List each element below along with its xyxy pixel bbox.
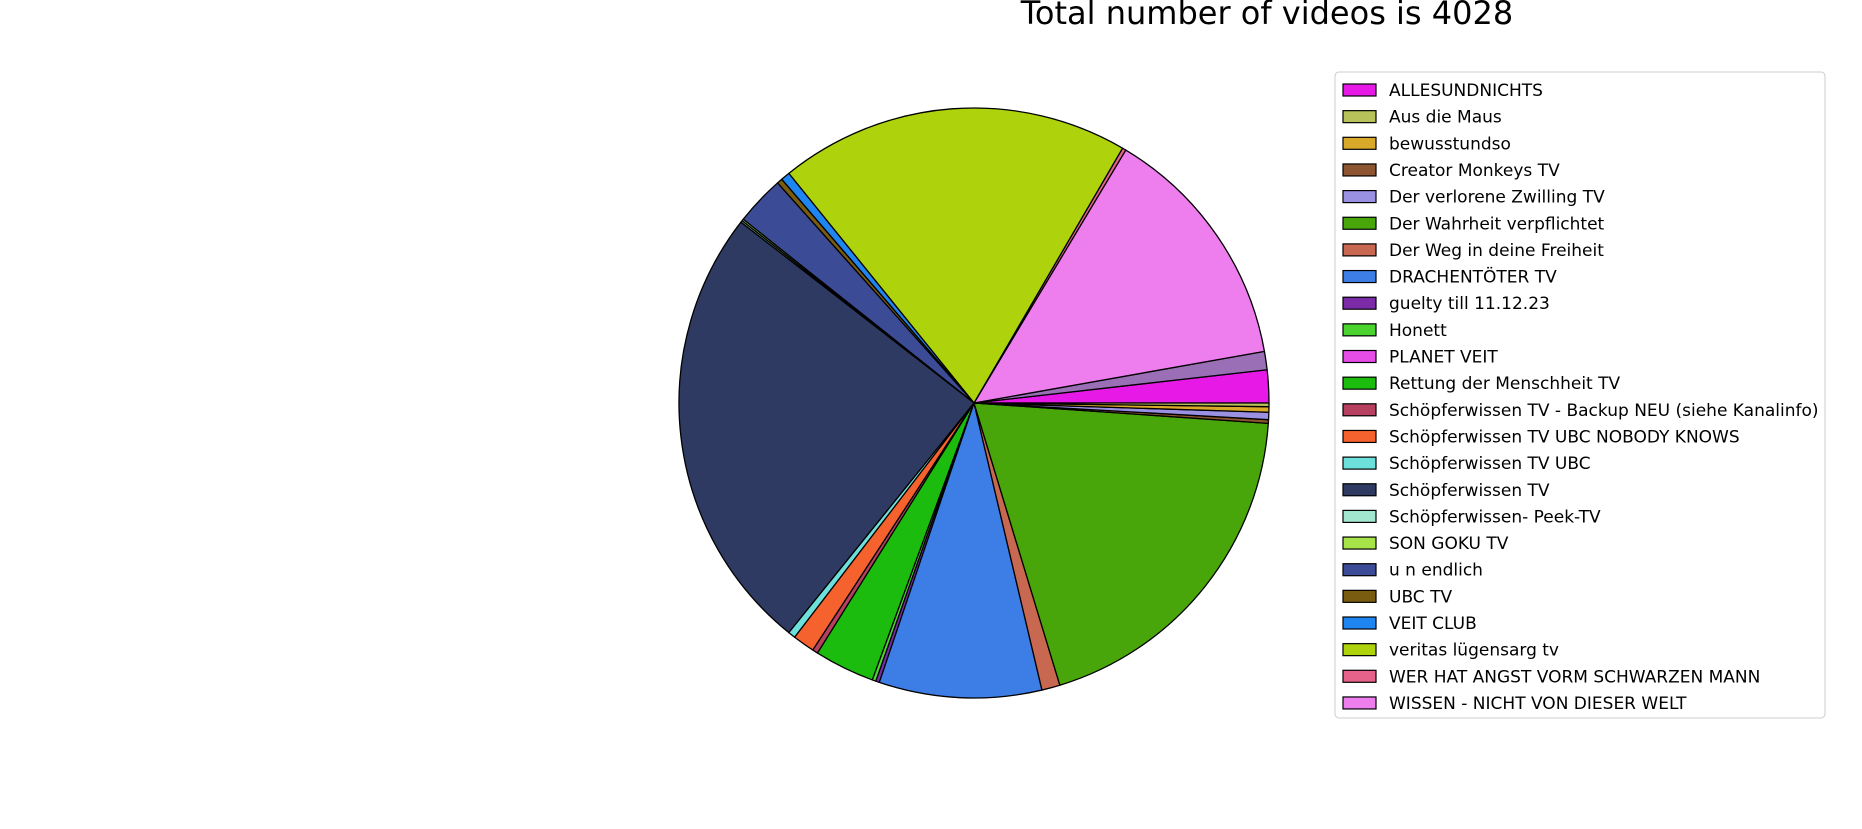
legend-label: Der verlorene Zwilling TV <box>1389 188 1605 208</box>
legend-item-son-goku-tv: SON GOKU TV <box>1342 534 1509 554</box>
legend-item-creator-monkeys-tv: Creator Monkeys TV <box>1342 161 1560 181</box>
pie-slice-schopferwissen-tv-10 <box>678 221 975 634</box>
legend-label: WER HAT ANGST VORM SCHWARZEN MANN <box>1389 667 1760 687</box>
legend-label: Schöpferwissen TV <box>1389 481 1550 501</box>
legend-item-rettung-der-menschheit-tv: Rettung der Menschheit TV <box>1342 374 1621 394</box>
legend-swatch <box>1342 589 1377 603</box>
pie-slice-wissen-nicht-von-dieser-welt-2 <box>973 149 1266 404</box>
chart-title: Total number of videos is 4028 <box>1020 0 1513 32</box>
legend-item-schopferwissen-tv-backup-neu-siehe-kanalinfo: Schöpferwissen TV - Backup NEU (siehe Ka… <box>1342 401 1819 421</box>
legend-label: ALLESUNDNICHTS <box>1389 81 1543 101</box>
legend-label: Der Weg in deine Freiheit <box>1389 241 1604 261</box>
legend-item-der-weg-in-deine-freiheit: Der Weg in deine Freiheit <box>1342 241 1604 261</box>
legend-label: Rettung der Menschheit TV <box>1389 374 1621 394</box>
pie-slices <box>678 107 1270 699</box>
pie-slice-aus-die-maus-24 <box>973 402 1270 408</box>
legend-swatch <box>1342 616 1377 630</box>
legend-swatch <box>1342 110 1377 124</box>
legend-swatch <box>1342 669 1377 683</box>
legend-swatch <box>1342 376 1377 390</box>
legend-label: veritas lügensarg tv <box>1389 641 1559 661</box>
legend-swatch <box>1342 429 1377 444</box>
legend-label: Schöpferwissen TV - Backup NEU (siehe Ka… <box>1389 401 1819 421</box>
legend-swatch <box>1342 83 1377 97</box>
legend-swatch <box>1342 349 1377 364</box>
legend-item-der-wahrheit-verpflichtet: Der Wahrheit verpflichtet <box>1342 214 1605 234</box>
legend-item-der-verlorene-zwilling-tv: Der verlorene Zwilling TV <box>1342 188 1605 208</box>
legend-swatch <box>1342 563 1377 577</box>
legend-swatch <box>1342 136 1377 150</box>
legend-item-schopferwissen-tv-ubc: Schöpferwissen TV UBC <box>1342 454 1591 474</box>
legend-item-schopferwissen-tv: Schöpferwissen TV <box>1342 481 1550 501</box>
legend-item-drachentoter-tv: DRACHENTÖTER TV <box>1342 266 1557 288</box>
legend-item-wer-hat-angst-vorm-schwarzen-mann: WER HAT ANGST VORM SCHWARZEN MANN <box>1342 667 1760 687</box>
legend-item-veit-club: VEIT CLUB <box>1342 614 1477 634</box>
legend-label: SON GOKU TV <box>1389 534 1509 554</box>
legend-item-u-n-endlich: u n endlich <box>1342 561 1483 581</box>
legend-label: Honett <box>1389 321 1447 341</box>
legend-swatch <box>1342 643 1377 657</box>
legend-item-wissen-nicht-von-dieser-welt: WISSEN - NICHT VON DIESER WELT <box>1342 694 1687 714</box>
legend-label: Schöpferwissen TV UBC NOBODY KNOWS <box>1389 427 1740 447</box>
legend-item-planet-veit: PLANET VEIT <box>1342 348 1498 368</box>
legend-swatch <box>1342 190 1377 204</box>
legend-label: WISSEN - NICHT VON DIESER WELT <box>1389 694 1687 714</box>
legend-label: Der Wahrheit verpflichtet <box>1389 214 1605 234</box>
legend-label: Schöpferwissen- Peek-TV <box>1389 507 1601 527</box>
legend-label: VEIT CLUB <box>1389 614 1477 634</box>
legend-item-veritas-lugensarg-tv: veritas lügensarg tv <box>1342 641 1559 661</box>
legend-label: Schöpferwissen TV UBC <box>1389 454 1591 474</box>
legend-label: Aus die Maus <box>1389 108 1502 128</box>
legend-label: UBC TV <box>1389 587 1452 607</box>
legend-item-honett: Honett <box>1342 321 1447 341</box>
legend-item-ubc-tv: UBC TV <box>1342 587 1452 607</box>
legend-swatch <box>1342 696 1377 710</box>
legend-swatch <box>1342 269 1377 284</box>
legend-swatch <box>1342 323 1377 337</box>
legend-swatch <box>1342 509 1377 523</box>
legend-frame <box>1334 71 1826 719</box>
legend-swatch <box>1342 456 1377 470</box>
legend-swatch <box>1342 403 1377 417</box>
pie-slice-veritas-lugensarg-tv-4 <box>788 107 1124 404</box>
legend-swatch <box>1342 536 1377 550</box>
legend-swatch <box>1342 483 1377 497</box>
legend-item-aus-die-maus: Aus die Maus <box>1342 108 1502 128</box>
legend-item-bewusstundso: bewusstundso <box>1342 134 1511 154</box>
legend-item-schopferwissen-peek-tv: Schöpferwissen- Peek-TV <box>1342 507 1601 527</box>
legend-swatch <box>1342 296 1377 310</box>
legend-label: PLANET VEIT <box>1389 348 1498 368</box>
legend-item-guelty-till-11-12-23: guelty till 11.12.23 <box>1342 294 1550 314</box>
legend-label: Creator Monkeys TV <box>1389 161 1560 181</box>
legend-swatch <box>1342 163 1377 177</box>
legend-swatch <box>1342 216 1377 230</box>
legend-label: guelty till 11.12.23 <box>1389 294 1550 314</box>
pie-slice-drachentoter-tv-18 <box>878 402 1043 699</box>
legend-items: ALLESUNDNICHTS Aus die Maus bewusstundso Cr… <box>1342 81 1819 714</box>
legend-item-allesundnichts: ALLESUNDNICHTS <box>1342 81 1543 101</box>
pie-slice-der-wahrheit-verpflichtet-20 <box>973 402 1269 686</box>
legend-swatch <box>1342 243 1377 257</box>
legend-label: bewusstundso <box>1389 134 1511 154</box>
legend-item-schopferwissen-tv-ubc-nobody-knows: Schöpferwissen TV UBC NOBODY KNOWS <box>1342 427 1740 447</box>
legend-label: DRACHENTÖTER TV <box>1389 266 1557 288</box>
legend: ALLESUNDNICHTS Aus die Maus bewusstundso Cr… <box>1334 71 1826 719</box>
legend-label: u n endlich <box>1389 561 1483 581</box>
